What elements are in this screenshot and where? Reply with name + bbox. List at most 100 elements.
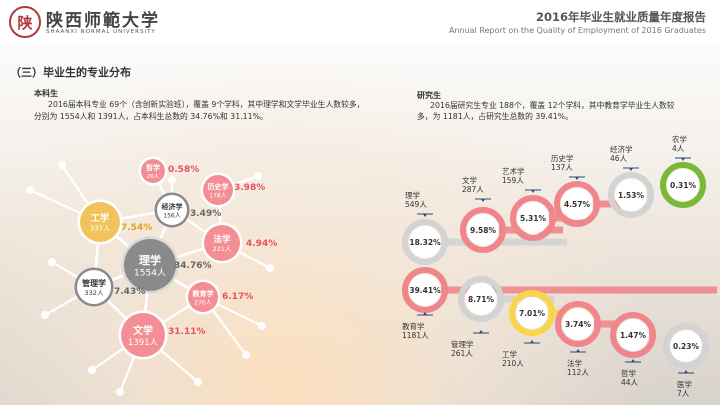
- node-circle: [77, 270, 111, 304]
- label-pointer: [629, 168, 633, 171]
- node-percent: 31.11%: [168, 327, 206, 337]
- decor-dot: [266, 264, 274, 272]
- bar-ring-center: [516, 297, 548, 329]
- bar-count: 112人: [567, 368, 589, 377]
- bar-ring-center: [670, 330, 702, 362]
- label-pointer: [684, 370, 688, 373]
- label-pointer: [479, 330, 483, 333]
- node-count: 1391人: [128, 338, 159, 348]
- bar-name: 工学: [502, 349, 517, 359]
- bar-count: 210人: [502, 359, 524, 368]
- decor-dot: [48, 258, 56, 266]
- bar-name: 经济学: [610, 144, 633, 154]
- bar-ring-center: [561, 188, 593, 220]
- node-circle: [80, 202, 120, 242]
- node-name: 工学: [91, 212, 109, 224]
- node-count: 178人: [209, 193, 226, 200]
- node-percent: 34.76%: [174, 261, 212, 271]
- node-name: 管理学: [82, 278, 106, 288]
- bar-percent: 9.58%: [470, 226, 497, 235]
- node-circle: [121, 313, 165, 357]
- bar-name: 理学: [405, 190, 420, 200]
- bar-percent: 0.23%: [673, 342, 700, 351]
- bar-ring: [554, 181, 600, 227]
- decor-dot: [26, 186, 34, 194]
- node-count: 156人: [163, 213, 180, 220]
- bar-count: 7人: [677, 389, 690, 398]
- university-seal-icon: 陕: [9, 6, 41, 38]
- decor-dot: [258, 322, 266, 330]
- bar-percent: 3.74%: [565, 320, 592, 329]
- decor-dot: [168, 176, 176, 184]
- node-name: 文学: [133, 324, 153, 337]
- university-name-cn: 陕西师範大学: [46, 11, 160, 31]
- bar-name: 农学: [672, 134, 687, 144]
- bar-name: 管理学: [451, 339, 474, 349]
- bar-count: 549人: [405, 200, 427, 209]
- bar-percent: 39.41%: [409, 286, 441, 295]
- bar-name: 哲学: [621, 368, 636, 378]
- bar-name: 历史学: [551, 153, 574, 163]
- node-percent: 3.98%: [234, 183, 265, 193]
- label-pointer: [530, 340, 534, 343]
- network-node: 教育学 276人 6.17%: [185, 279, 253, 315]
- label-pointer: [631, 359, 635, 362]
- bar-ring: [458, 276, 504, 322]
- bar-ring-center: [409, 226, 441, 258]
- decor-dot: [58, 161, 66, 169]
- bar-percent: 4.57%: [564, 200, 591, 209]
- label-pointer: [576, 349, 580, 352]
- node-circle: [141, 159, 165, 183]
- bar: [425, 286, 717, 294]
- node-count: 1554人: [134, 268, 166, 279]
- bar-name: 医学: [677, 379, 692, 389]
- university-name-en: SHAANXI NORMAL UNIVERSITY: [46, 29, 156, 35]
- bar-name: 艺术学: [502, 166, 525, 176]
- grad-line-2: 多，为 1181人，占研究生总数的 39.41%。: [417, 112, 573, 121]
- bar-count: 137人: [551, 163, 573, 172]
- network-node: 经济学 156人 3.49%: [154, 192, 221, 228]
- header: 陕 陕西师範大学 SHAANXI NORMAL UNIVERSITY 2016年…: [0, 0, 720, 46]
- bar-percent: 7.01%: [519, 309, 546, 318]
- decor-dot: [242, 351, 250, 359]
- node-count: 332人: [85, 289, 104, 297]
- decor-dot: [254, 172, 262, 180]
- bar-count: 287人: [462, 185, 484, 194]
- bar-ring-center: [615, 179, 647, 211]
- bar-ring-center: [667, 169, 699, 201]
- bar-count: 4人: [672, 144, 685, 153]
- node-percent: 0.58%: [168, 165, 199, 175]
- node-count: 26人: [147, 173, 160, 180]
- node-name: 历史学: [208, 182, 229, 191]
- bar-name: 法学: [567, 358, 582, 368]
- bar-ring: [663, 323, 709, 369]
- node-count: 337人: [90, 225, 110, 233]
- bar-ring: [610, 312, 656, 358]
- section-title: （三）毕业生的专业分布: [10, 66, 131, 79]
- node-percent: 7.54%: [121, 223, 152, 233]
- node-circle: [188, 282, 218, 312]
- bar-count: 46人: [610, 154, 628, 163]
- node-name: 哲学: [146, 163, 160, 172]
- bar-name: 文学: [462, 175, 477, 185]
- bar-ring-center: [467, 214, 499, 246]
- node-percent: 3.49%: [190, 209, 221, 219]
- label-pointer: [423, 214, 427, 217]
- bar-count: 1181人: [402, 331, 429, 340]
- label-pointer: [481, 199, 485, 202]
- bar: [533, 214, 583, 222]
- grad-subtitle: 研究生: [417, 91, 441, 100]
- bar-ring: [510, 195, 556, 241]
- bar-percent: 1.53%: [618, 191, 645, 200]
- bar-ring-center: [409, 274, 441, 306]
- node-count: 276人: [194, 300, 211, 307]
